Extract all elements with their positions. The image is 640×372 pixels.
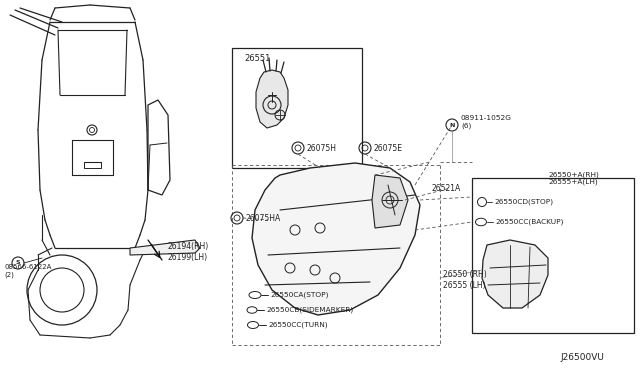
Text: S: S (16, 260, 20, 266)
Text: 26550CD(STOP): 26550CD(STOP) (494, 199, 553, 205)
Text: J26500VU: J26500VU (560, 353, 604, 362)
Polygon shape (130, 240, 200, 255)
Text: 08566-6122A
(2): 08566-6122A (2) (4, 264, 51, 278)
Text: 26075HA: 26075HA (246, 214, 281, 222)
Text: 26550CA(STOP): 26550CA(STOP) (270, 292, 328, 298)
Text: N: N (449, 122, 454, 128)
Text: 08911-1052G
(6): 08911-1052G (6) (461, 115, 512, 129)
Text: 26194(RH)
26199(LH): 26194(RH) 26199(LH) (168, 242, 209, 262)
Polygon shape (482, 240, 548, 308)
Polygon shape (256, 70, 288, 128)
Text: 26550CC(BACKUP): 26550CC(BACKUP) (495, 219, 563, 225)
Bar (232, 48, 362, 168)
Text: 26550+A(RH)
26555+A(LH): 26550+A(RH) 26555+A(LH) (548, 171, 599, 185)
Polygon shape (372, 175, 408, 228)
Polygon shape (252, 163, 420, 315)
Text: 26521A: 26521A (432, 183, 461, 192)
Text: 26551: 26551 (244, 54, 270, 62)
Text: 26550CC(TURN): 26550CC(TURN) (268, 322, 328, 328)
Text: 26550 (RH)
26555 (LH): 26550 (RH) 26555 (LH) (443, 270, 487, 290)
Bar (472, 178, 634, 333)
Text: 26550CB(SIDEMARKER): 26550CB(SIDEMARKER) (266, 307, 353, 313)
Text: 26075E: 26075E (374, 144, 403, 153)
Text: 26075H: 26075H (307, 144, 337, 153)
